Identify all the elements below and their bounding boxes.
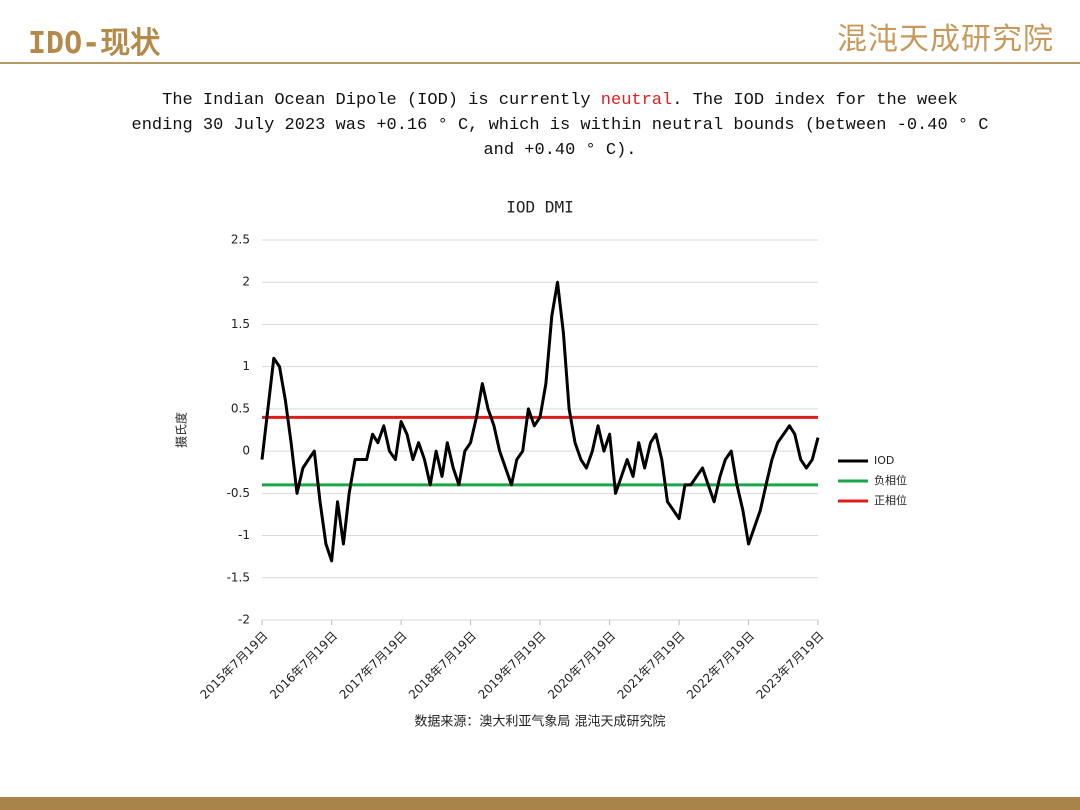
x-tick-label: 2015年7月19日: [197, 629, 270, 702]
legend-label: 正相位: [874, 493, 907, 507]
highlight: neutral: [600, 91, 673, 110]
legend-label: 负相位: [874, 473, 907, 487]
header-rule: [0, 62, 1080, 64]
legend-label: IOD: [874, 454, 894, 467]
x-tick-label: 2020年7月19日: [545, 629, 618, 702]
x-tick-label: 2018年7月19日: [406, 629, 479, 702]
y-tick-label: 2.5: [231, 233, 250, 247]
line-series: [260, 280, 820, 563]
slide-title: IDO-现状: [28, 26, 161, 61]
y-tick-label: -1.5: [227, 570, 250, 584]
footer-bar: [0, 797, 1080, 810]
text: The Indian Ocean Dipole (IOD) is current…: [162, 91, 601, 110]
description: The Indian Ocean Dipole (IOD) is current…: [130, 88, 990, 163]
chart-title: IOD DMI: [506, 198, 573, 217]
y-tick-label: 0.5: [231, 401, 250, 415]
y-tick-label: -1: [238, 528, 250, 542]
y-axis-label: 摄氏度: [174, 412, 189, 448]
x-tick-label: 2019年7月19日: [475, 629, 548, 702]
x-tick-label: 2017年7月19日: [337, 629, 410, 702]
x-tick-label: 2016年7月19日: [267, 629, 340, 702]
y-tick-label: 2: [242, 275, 250, 289]
source: 数据来源：澳大利亚气象局 混沌天成研究院: [414, 714, 665, 730]
text: . The IOD index for the week ending 30 J…: [131, 91, 989, 160]
y-tick-label: -2: [238, 613, 250, 627]
y-tick-label: 1.5: [231, 317, 250, 331]
x-tick-label: 2023年7月19日: [753, 629, 826, 702]
y-tick-label: 1: [242, 359, 250, 373]
y-tick-label: -0.5: [227, 486, 250, 500]
y-tick-label: 0: [242, 444, 250, 458]
x-tick-label: 2021年7月19日: [615, 629, 688, 702]
logo: 混沌天成研究院: [837, 22, 1054, 57]
x-tick-label: 2022年7月19日: [684, 629, 757, 702]
